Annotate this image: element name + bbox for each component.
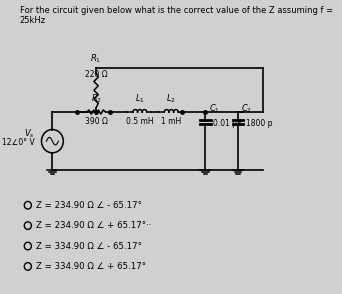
Text: $L_1$: $L_1$ [135, 92, 145, 105]
Text: $C_2$: $C_2$ [241, 103, 252, 115]
Text: Z = 234.90 Ω ∠ + 65.17°··: Z = 234.90 Ω ∠ + 65.17°·· [36, 221, 152, 230]
Text: 1800 p: 1800 p [246, 118, 272, 128]
Text: $V_s$: $V_s$ [24, 128, 35, 140]
Text: Z = 334.90 Ω ∠ - 65.17°: Z = 334.90 Ω ∠ - 65.17° [36, 241, 142, 250]
Text: $L_2$: $L_2$ [166, 92, 176, 105]
Text: Z = 234.90 Ω ∠ - 65.17°: Z = 234.90 Ω ∠ - 65.17° [36, 201, 142, 210]
Text: 390 Ω: 390 Ω [84, 117, 107, 126]
Text: 0.01 μF: 0.01 μF [213, 118, 241, 128]
Text: 1 mH: 1 mH [161, 117, 181, 126]
Text: $R_2$: $R_2$ [91, 92, 102, 105]
Text: 220 Ω: 220 Ω [85, 70, 107, 79]
Text: 0.5 mH: 0.5 mH [126, 117, 154, 126]
Text: $R_1$: $R_1$ [90, 52, 102, 65]
Text: For the circuit given below what is the correct value of the Z assuming f =
25kH: For the circuit given below what is the … [19, 6, 333, 25]
Text: Z = 334.90 Ω ∠ + 65.17°: Z = 334.90 Ω ∠ + 65.17° [36, 262, 146, 271]
Text: 12∠0° V: 12∠0° V [2, 138, 35, 147]
Text: $C_1$: $C_1$ [209, 103, 220, 115]
